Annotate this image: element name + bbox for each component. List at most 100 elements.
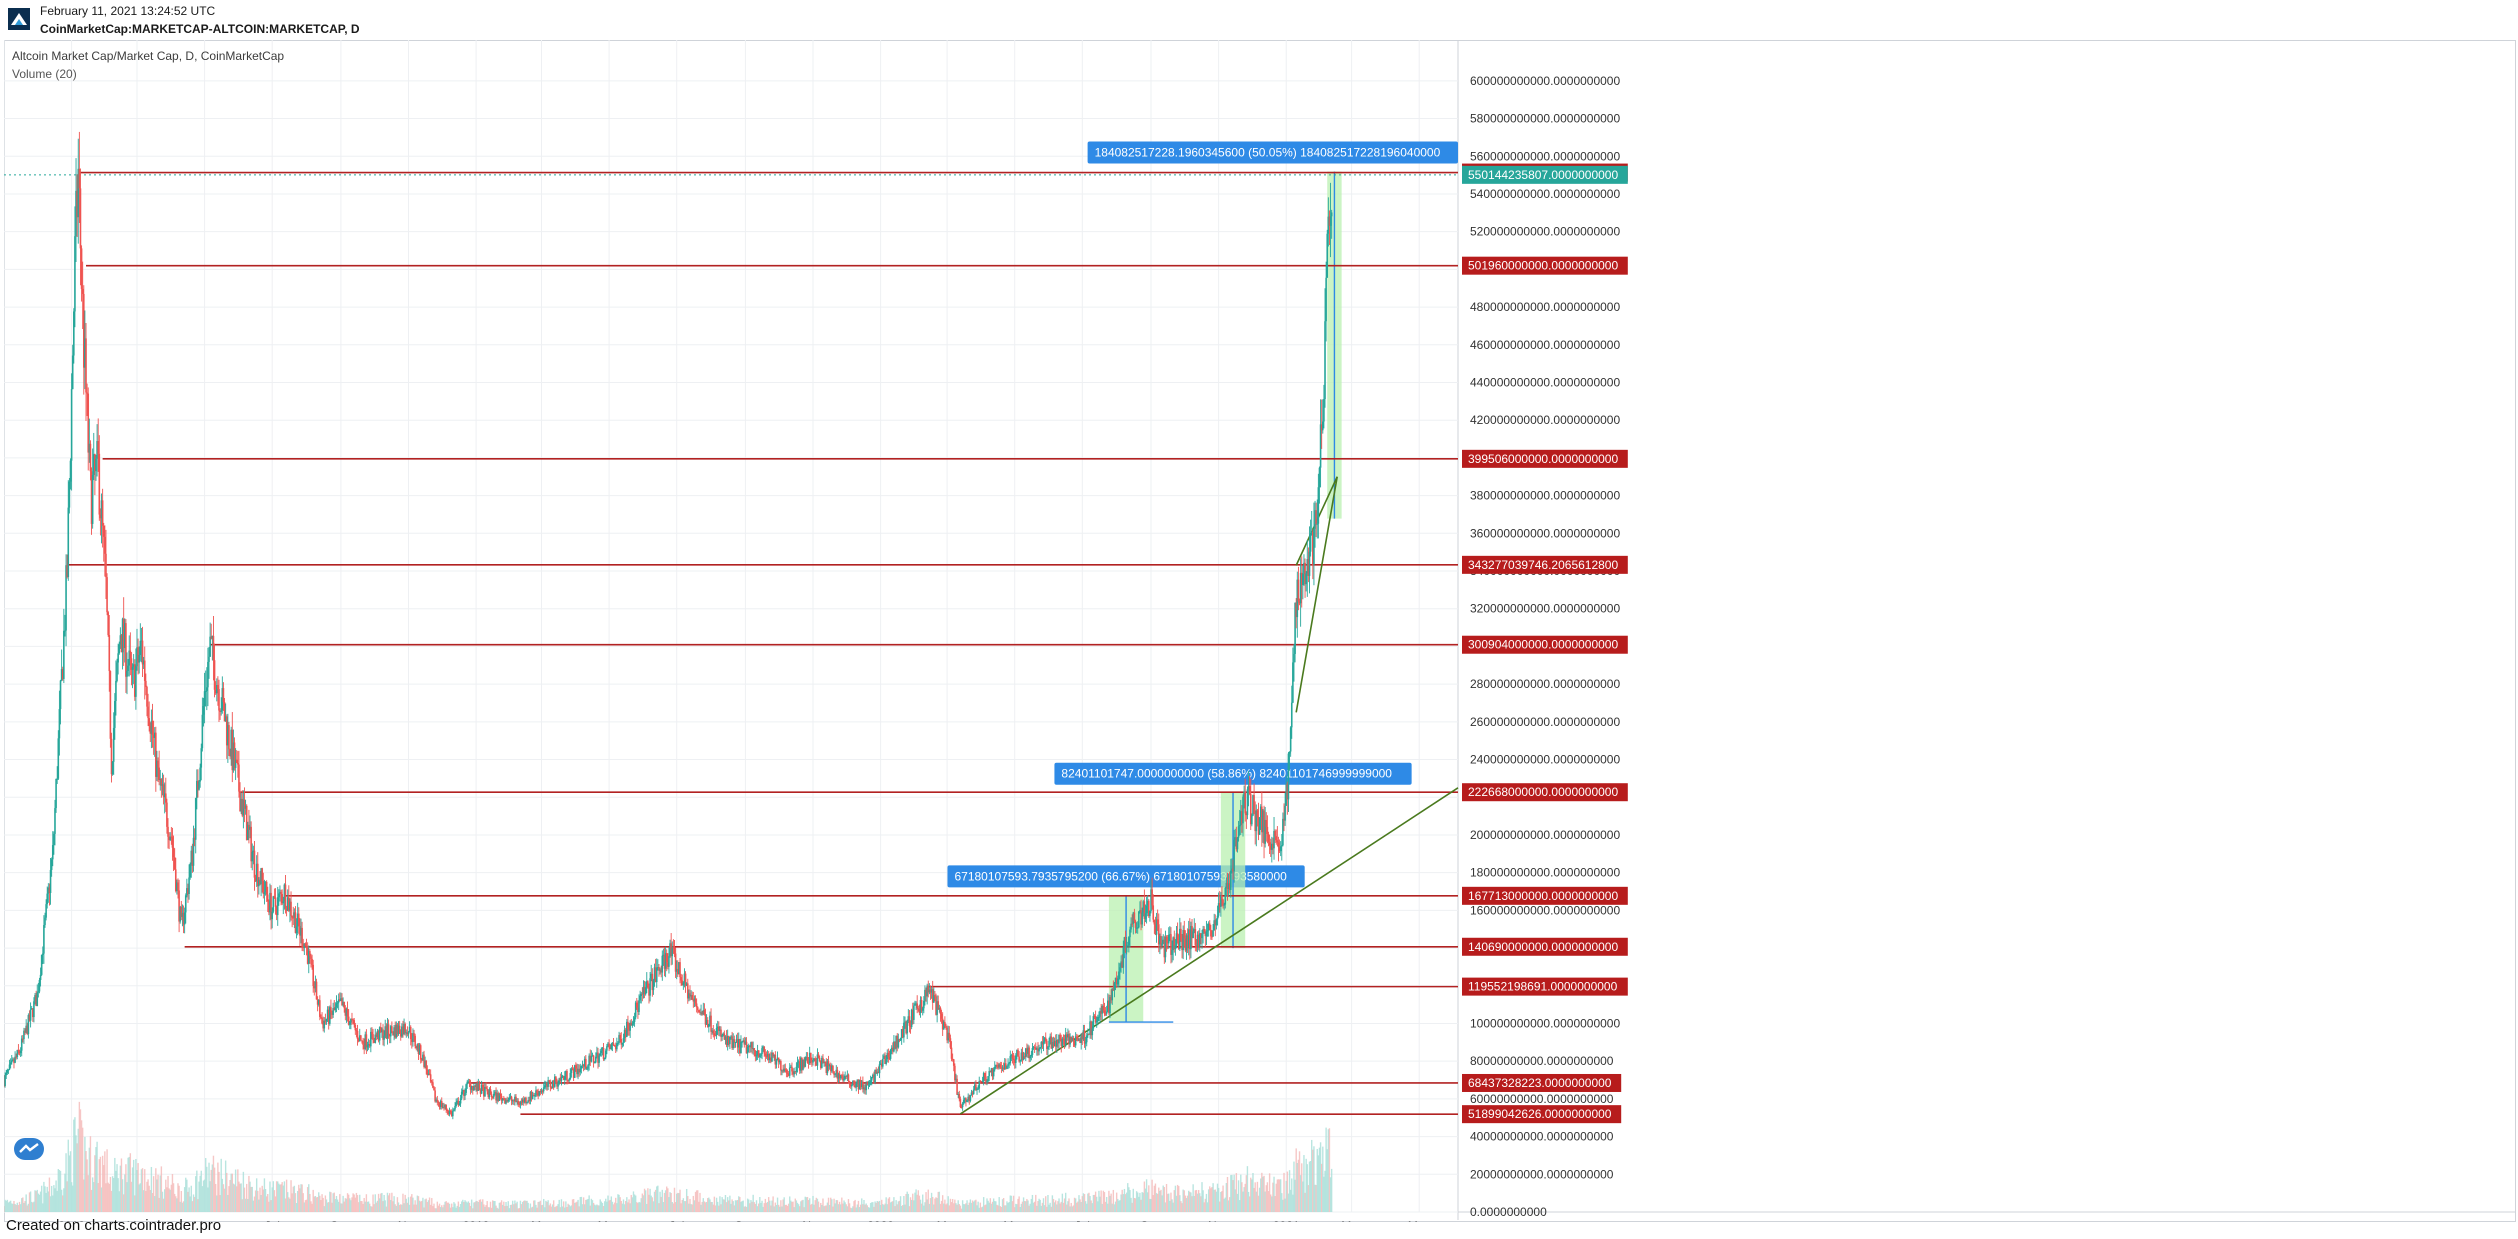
candle-body [242, 799, 245, 816]
y-tick-label: 60000000000.0000000000 [1470, 1092, 1614, 1106]
candle-body [558, 1078, 561, 1083]
volume-bar [597, 1205, 599, 1212]
volume-bar [40, 1185, 43, 1212]
candle-body [1167, 934, 1170, 944]
candle-body [995, 1064, 997, 1067]
volume-bar [956, 1204, 958, 1212]
volume-bar [269, 1181, 271, 1212]
candle-body [191, 850, 194, 866]
candle-body [1285, 783, 1288, 806]
volume-bar [313, 1196, 316, 1212]
candle-body [1003, 1063, 1006, 1070]
volume-bar [518, 1208, 521, 1212]
price-chart[interactable]: 67180107593.7935795200 (66.67%) 67180107… [4, 40, 2516, 1222]
candle-body [1065, 1034, 1068, 1038]
volume-bar [438, 1203, 441, 1212]
volume-bar [537, 1201, 539, 1212]
candle-body [197, 780, 199, 790]
candle-body [270, 892, 272, 920]
volume-bar [37, 1193, 40, 1212]
candle-body [958, 1094, 961, 1100]
legend-volume[interactable]: Volume (20) [12, 67, 77, 81]
volume-bar [671, 1202, 673, 1212]
volume-bar [862, 1204, 864, 1212]
volume-bar [690, 1204, 692, 1212]
candle-body [43, 925, 45, 954]
volume-bar [168, 1188, 170, 1212]
volume-bar [116, 1164, 118, 1212]
volume-bar [309, 1194, 311, 1212]
candle-body [306, 946, 309, 964]
candle-body [1202, 928, 1204, 934]
candle-body [868, 1084, 871, 1086]
candle-body [213, 660, 216, 690]
x-axis[interactable]: Nov2018MarMayJulSepNov2019MarMayJulSepNo… [4, 1219, 1431, 1222]
volume-bar [142, 1190, 145, 1212]
candle-body [1274, 831, 1276, 837]
candle-body [1108, 1000, 1110, 1014]
candle-body [299, 925, 301, 936]
volume-bar [526, 1200, 528, 1212]
volume-bar [370, 1206, 372, 1212]
candle-body [647, 981, 649, 988]
candle-body [741, 1041, 743, 1043]
volume-bar [108, 1183, 110, 1212]
volume-bar [765, 1202, 768, 1212]
candle-body [385, 1026, 388, 1039]
volume-bar [416, 1195, 419, 1212]
volume-bar [546, 1201, 548, 1212]
volume-bar [662, 1202, 665, 1212]
candle-body [462, 1090, 464, 1092]
volume-bar [817, 1201, 820, 1212]
volume-bar [639, 1202, 641, 1212]
candle-body [928, 989, 931, 993]
volume-bar [916, 1194, 918, 1212]
candle-body [351, 1018, 353, 1020]
volume-bar [882, 1204, 884, 1212]
candle-body [352, 1019, 354, 1021]
volume-bar [488, 1207, 491, 1212]
volume-bar [96, 1141, 98, 1212]
app-logo-icon[interactable] [8, 8, 30, 30]
volume-bar [382, 1201, 384, 1212]
volume-bar [758, 1203, 760, 1212]
candle-body [291, 915, 293, 918]
volume-bar [170, 1184, 173, 1212]
volume-bar [865, 1203, 867, 1212]
volume-bar [34, 1190, 36, 1212]
volume-bar [731, 1199, 733, 1212]
volume-bar [172, 1183, 175, 1212]
volume-bar [152, 1176, 155, 1212]
volume-bar [652, 1201, 655, 1212]
candle-body [933, 995, 935, 1003]
candle-body [629, 1022, 631, 1031]
volume-bar [707, 1198, 709, 1212]
candle-body [477, 1083, 480, 1091]
x-tick-label: 2018 [58, 1219, 85, 1222]
candle-body [808, 1052, 811, 1063]
candle-body [97, 441, 99, 454]
candle-body [1030, 1054, 1033, 1057]
x-tick-label: 2019 [463, 1219, 490, 1222]
volume-bar [561, 1206, 564, 1212]
volume-bar [480, 1201, 483, 1212]
candle-body [719, 1029, 721, 1031]
y-tick-label: 540000000000.0000000000 [1470, 187, 1620, 201]
candle-body [689, 993, 691, 997]
volume-bar [600, 1201, 603, 1212]
candle-body [35, 995, 37, 1007]
candle-body [1316, 523, 1319, 525]
volume-bar [33, 1201, 35, 1212]
candle-body [321, 1017, 323, 1024]
candle-body [1034, 1047, 1037, 1050]
legend-title[interactable]: Altcoin Market Cap/Market Cap, D, CoinMa… [12, 49, 285, 63]
volume-bar [1244, 1183, 1246, 1212]
candle-body [690, 995, 692, 997]
candle-body [1251, 815, 1253, 825]
volume-bar [356, 1195, 359, 1212]
volume-bar [585, 1199, 587, 1212]
volume-bar [906, 1191, 908, 1212]
volume-bar [648, 1194, 650, 1212]
volume-bar [209, 1181, 211, 1212]
volume-bar [938, 1191, 941, 1212]
